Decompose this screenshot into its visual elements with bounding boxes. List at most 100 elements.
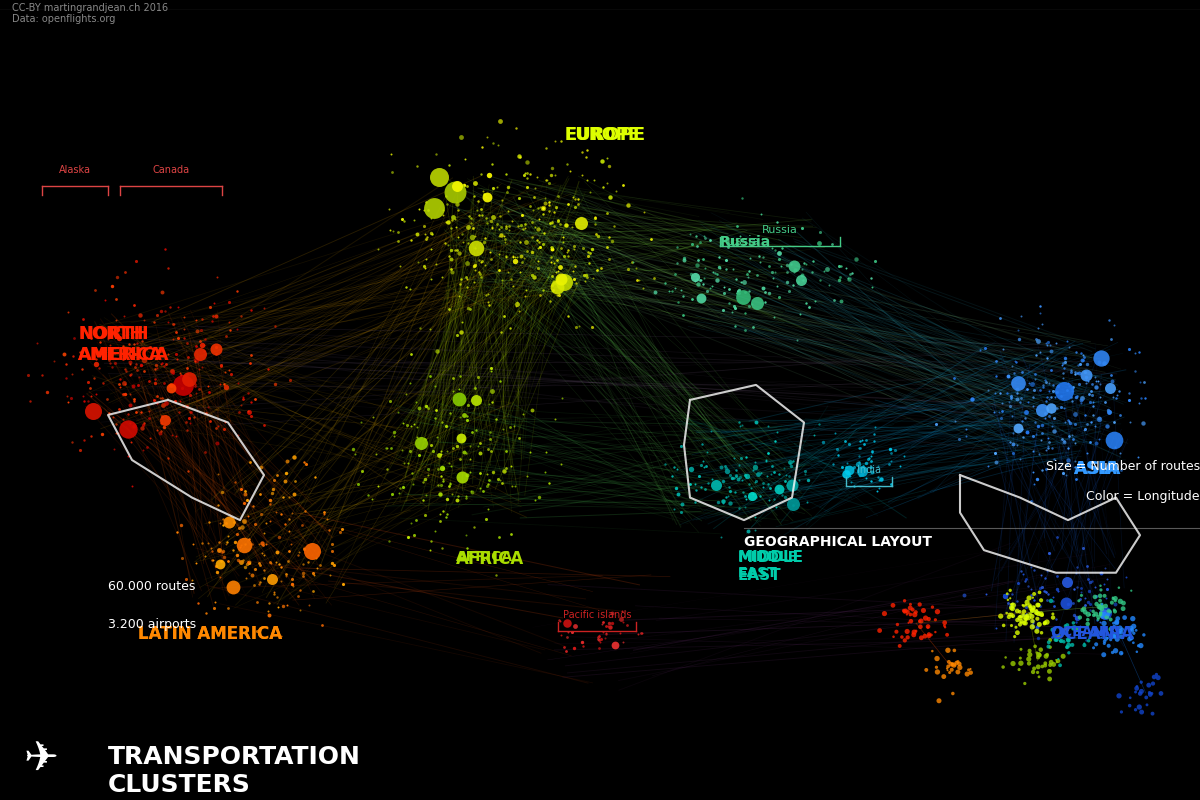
Point [1021,582,1040,595]
Point [569,198,588,210]
Point [1068,358,1087,371]
Point [1091,566,1110,579]
Point [422,228,442,241]
Point [392,444,412,457]
Point [1076,370,1096,383]
Point [442,222,461,234]
Point [235,560,254,573]
Point [695,461,714,474]
Point [294,542,313,555]
Point [205,296,224,309]
Point [1013,366,1032,379]
Point [780,457,799,470]
Point [662,284,682,297]
Point [1039,436,1058,449]
Point [558,198,577,210]
Point [250,538,269,550]
Point [545,413,564,426]
Point [509,192,528,205]
Point [294,543,313,556]
Point [158,315,178,328]
Point [498,181,517,194]
Point [211,558,230,570]
Point [216,330,235,342]
Point [236,494,256,506]
Point [566,321,586,334]
Point [1070,357,1090,370]
Point [1072,354,1091,366]
Point [448,180,467,193]
Point [1018,396,1037,409]
Point [121,436,140,449]
Point [1030,306,1049,319]
Point [1013,422,1032,435]
Point [277,570,296,582]
Point [1055,436,1074,449]
Point [836,461,856,474]
Point [437,508,456,521]
Point [1072,396,1091,409]
Point [439,302,458,315]
Point [1066,366,1085,378]
Point [466,242,485,255]
Point [1070,619,1090,632]
Point [205,596,224,609]
Point [232,398,251,411]
Point [259,597,278,610]
Point [211,360,230,373]
Point [470,436,490,449]
Point [272,630,292,642]
Point [263,482,282,495]
Point [275,518,294,530]
Point [1070,346,1090,359]
Point [490,230,509,242]
Point [725,300,744,313]
Point [782,478,802,491]
Point [433,542,452,554]
Point [542,215,562,228]
Point [539,195,558,208]
Point [439,158,458,171]
Point [541,256,560,269]
Point [520,168,539,181]
Point [1049,380,1068,393]
Point [470,268,490,281]
Point [704,266,724,278]
Point [695,271,714,284]
Point [751,466,770,479]
Point [511,218,530,231]
Point [539,177,558,190]
Point [499,224,518,237]
Point [1120,394,1139,407]
Point [1076,634,1096,646]
Point [368,243,388,256]
Point [730,471,749,484]
Point [1105,318,1124,331]
Point [515,251,534,264]
Point [512,208,532,221]
Point [192,312,211,325]
Point [245,518,264,530]
Point [672,284,691,297]
Point [433,504,452,517]
Point [557,246,576,258]
Point [83,404,102,417]
Point [696,460,715,473]
Point [1002,359,1021,372]
Point [841,475,860,488]
Point [1021,494,1040,507]
Point [234,391,253,404]
Point [1000,395,1019,408]
Point [481,214,500,227]
Point [926,417,946,430]
Point [744,235,763,248]
Point [769,291,788,304]
Point [682,267,701,280]
Point [1084,399,1103,412]
Point [794,257,814,270]
Point [503,250,522,263]
Point [1048,386,1067,399]
Point [444,211,463,224]
Point [200,300,220,313]
Point [541,169,560,182]
